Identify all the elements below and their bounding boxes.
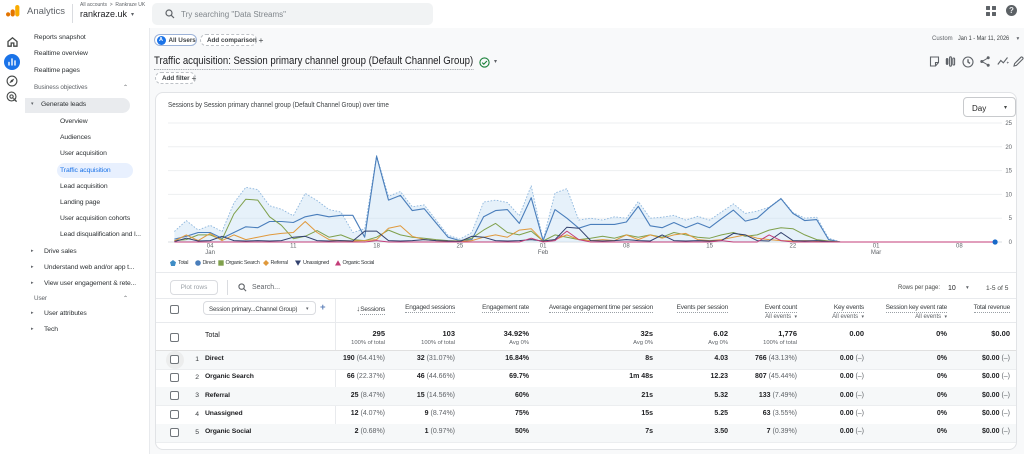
svg-text:Mar: Mar (871, 250, 881, 256)
svg-text:22: 22 (790, 244, 797, 250)
svg-text:01: 01 (873, 244, 880, 250)
svg-text:Feb: Feb (538, 250, 549, 256)
svg-text:Jan: Jan (205, 250, 215, 256)
svg-text:25: 25 (457, 244, 464, 250)
svg-text:15: 15 (706, 244, 713, 250)
svg-text:11: 11 (290, 244, 297, 250)
svg-text:10: 10 (1005, 192, 1012, 198)
svg-text:5: 5 (1009, 216, 1013, 222)
svg-text:15: 15 (1005, 169, 1012, 175)
svg-text:08: 08 (623, 244, 630, 250)
svg-text:08: 08 (956, 244, 963, 250)
svg-text:25: 25 (1005, 121, 1012, 127)
svg-text:01: 01 (540, 244, 547, 250)
svg-text:20: 20 (1005, 145, 1012, 151)
svg-text:0: 0 (1009, 240, 1013, 246)
svg-text:18: 18 (373, 244, 380, 250)
svg-text:04: 04 (207, 244, 214, 250)
